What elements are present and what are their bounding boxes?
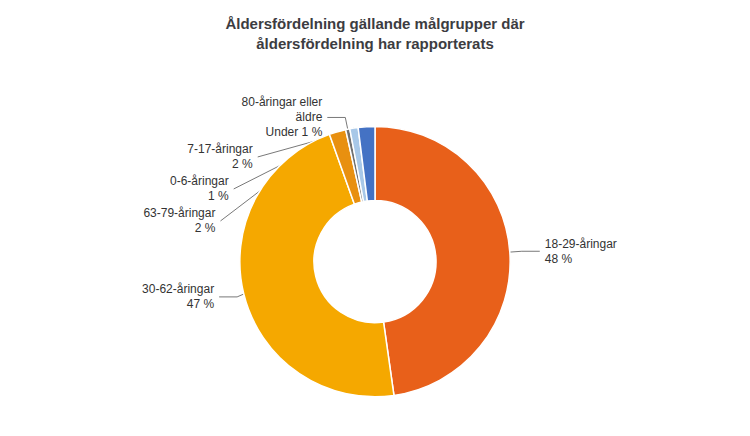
svg-text:47 %: 47 %: [187, 297, 215, 311]
svg-text:0-6-åringar: 0-6-åringar: [170, 174, 229, 188]
svg-text:2 %: 2 %: [195, 221, 216, 235]
svg-text:80-åringar eller: 80-åringar eller: [242, 95, 323, 109]
svg-text:2 %: 2 %: [232, 157, 253, 171]
svg-text:63-79-åringar: 63-79-åringar: [143, 206, 215, 220]
svg-text:30-62-åringar: 30-62-åringar: [142, 282, 214, 296]
svg-text:Under 1 %: Under 1 %: [266, 125, 323, 139]
svg-text:7-17-åringar: 7-17-åringar: [187, 142, 252, 156]
svg-text:48 %: 48 %: [545, 252, 573, 266]
svg-text:1 %: 1 %: [208, 189, 229, 203]
svg-text:18-29-åringar: 18-29-åringar: [545, 237, 617, 251]
svg-text:äldre: äldre: [296, 110, 323, 124]
svg-text:åldersfördelning har rapporter: åldersfördelning har rapporterats: [256, 35, 494, 52]
svg-text:Åldersfördelning gällande målg: Åldersfördelning gällande målgrupper där: [225, 15, 524, 32]
